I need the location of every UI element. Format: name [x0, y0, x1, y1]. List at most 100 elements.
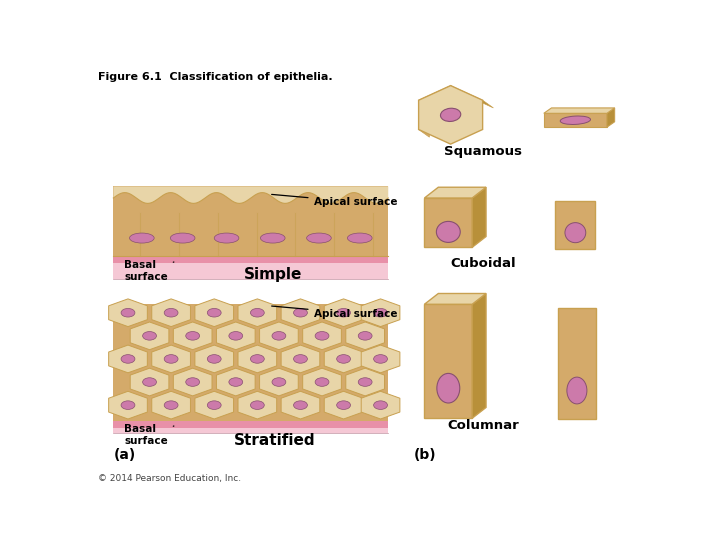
Ellipse shape [186, 332, 199, 340]
Ellipse shape [186, 378, 199, 386]
Polygon shape [425, 304, 472, 418]
Ellipse shape [315, 378, 329, 386]
Text: (a): (a) [113, 448, 135, 462]
Polygon shape [324, 392, 363, 419]
Polygon shape [152, 345, 191, 373]
Polygon shape [113, 186, 388, 256]
Polygon shape [109, 299, 148, 327]
Ellipse shape [143, 378, 156, 386]
Polygon shape [109, 345, 148, 373]
Polygon shape [109, 392, 148, 419]
Ellipse shape [164, 355, 178, 363]
Polygon shape [451, 85, 493, 108]
Ellipse shape [121, 308, 135, 317]
Ellipse shape [359, 332, 372, 340]
Ellipse shape [164, 308, 178, 317]
Text: Apical surface: Apical surface [271, 194, 397, 207]
Ellipse shape [171, 233, 195, 243]
Polygon shape [174, 322, 212, 350]
Ellipse shape [337, 308, 351, 317]
Ellipse shape [207, 308, 221, 317]
Ellipse shape [307, 233, 331, 243]
Ellipse shape [441, 108, 461, 122]
Polygon shape [113, 256, 388, 279]
Ellipse shape [121, 355, 135, 363]
Ellipse shape [337, 355, 351, 363]
Polygon shape [425, 187, 486, 198]
Ellipse shape [294, 401, 307, 409]
Ellipse shape [560, 116, 590, 124]
Polygon shape [195, 345, 233, 373]
Polygon shape [152, 392, 191, 419]
Text: Basal
surface: Basal surface [124, 424, 174, 446]
Ellipse shape [207, 401, 221, 409]
Text: Columnar: Columnar [447, 418, 519, 431]
Polygon shape [113, 421, 388, 433]
Polygon shape [281, 299, 320, 327]
Polygon shape [113, 256, 388, 264]
Polygon shape [361, 392, 400, 419]
Polygon shape [472, 187, 486, 247]
Polygon shape [113, 421, 388, 428]
Ellipse shape [374, 308, 387, 317]
Ellipse shape [337, 401, 351, 409]
Polygon shape [281, 345, 320, 373]
Ellipse shape [567, 377, 587, 404]
Text: Squamous: Squamous [444, 145, 522, 158]
Ellipse shape [215, 233, 239, 243]
Polygon shape [302, 368, 341, 396]
Polygon shape [607, 108, 615, 127]
Polygon shape [195, 392, 233, 419]
Ellipse shape [272, 378, 286, 386]
Ellipse shape [348, 233, 372, 243]
Polygon shape [130, 322, 169, 350]
Polygon shape [418, 85, 482, 144]
Polygon shape [152, 299, 191, 327]
Polygon shape [238, 299, 276, 327]
Text: Basal
surface: Basal surface [124, 260, 174, 282]
Polygon shape [238, 392, 276, 419]
Ellipse shape [251, 355, 264, 363]
Polygon shape [324, 345, 363, 373]
Polygon shape [418, 85, 462, 108]
Ellipse shape [229, 332, 243, 340]
Polygon shape [555, 201, 595, 249]
Polygon shape [195, 299, 233, 327]
Ellipse shape [437, 373, 460, 403]
Polygon shape [558, 308, 596, 419]
Ellipse shape [261, 233, 285, 243]
Polygon shape [346, 368, 384, 396]
Polygon shape [174, 368, 212, 396]
Polygon shape [472, 294, 486, 418]
Polygon shape [544, 113, 607, 127]
Ellipse shape [130, 233, 154, 243]
Polygon shape [113, 186, 388, 204]
Text: Apical surface: Apical surface [271, 306, 397, 319]
Polygon shape [544, 108, 615, 113]
Ellipse shape [251, 308, 264, 317]
Ellipse shape [294, 355, 307, 363]
Polygon shape [418, 100, 429, 137]
Text: (b): (b) [414, 448, 436, 462]
Ellipse shape [272, 332, 286, 340]
Polygon shape [425, 294, 486, 304]
Polygon shape [361, 299, 400, 327]
Ellipse shape [251, 401, 264, 409]
Polygon shape [425, 198, 472, 247]
Polygon shape [361, 345, 400, 373]
Text: Simple: Simple [244, 267, 302, 282]
Ellipse shape [565, 222, 586, 242]
Polygon shape [324, 299, 363, 327]
Text: Figure 6.1  Classification of epithelia.: Figure 6.1 Classification of epithelia. [98, 72, 333, 83]
Polygon shape [113, 303, 388, 421]
Ellipse shape [207, 355, 221, 363]
Polygon shape [302, 322, 341, 350]
Ellipse shape [294, 308, 307, 317]
Text: Stratified: Stratified [234, 433, 316, 448]
Text: Cuboidal: Cuboidal [450, 257, 516, 270]
Ellipse shape [143, 332, 156, 340]
Ellipse shape [359, 378, 372, 386]
Polygon shape [217, 322, 255, 350]
Ellipse shape [121, 401, 135, 409]
Polygon shape [130, 368, 169, 396]
